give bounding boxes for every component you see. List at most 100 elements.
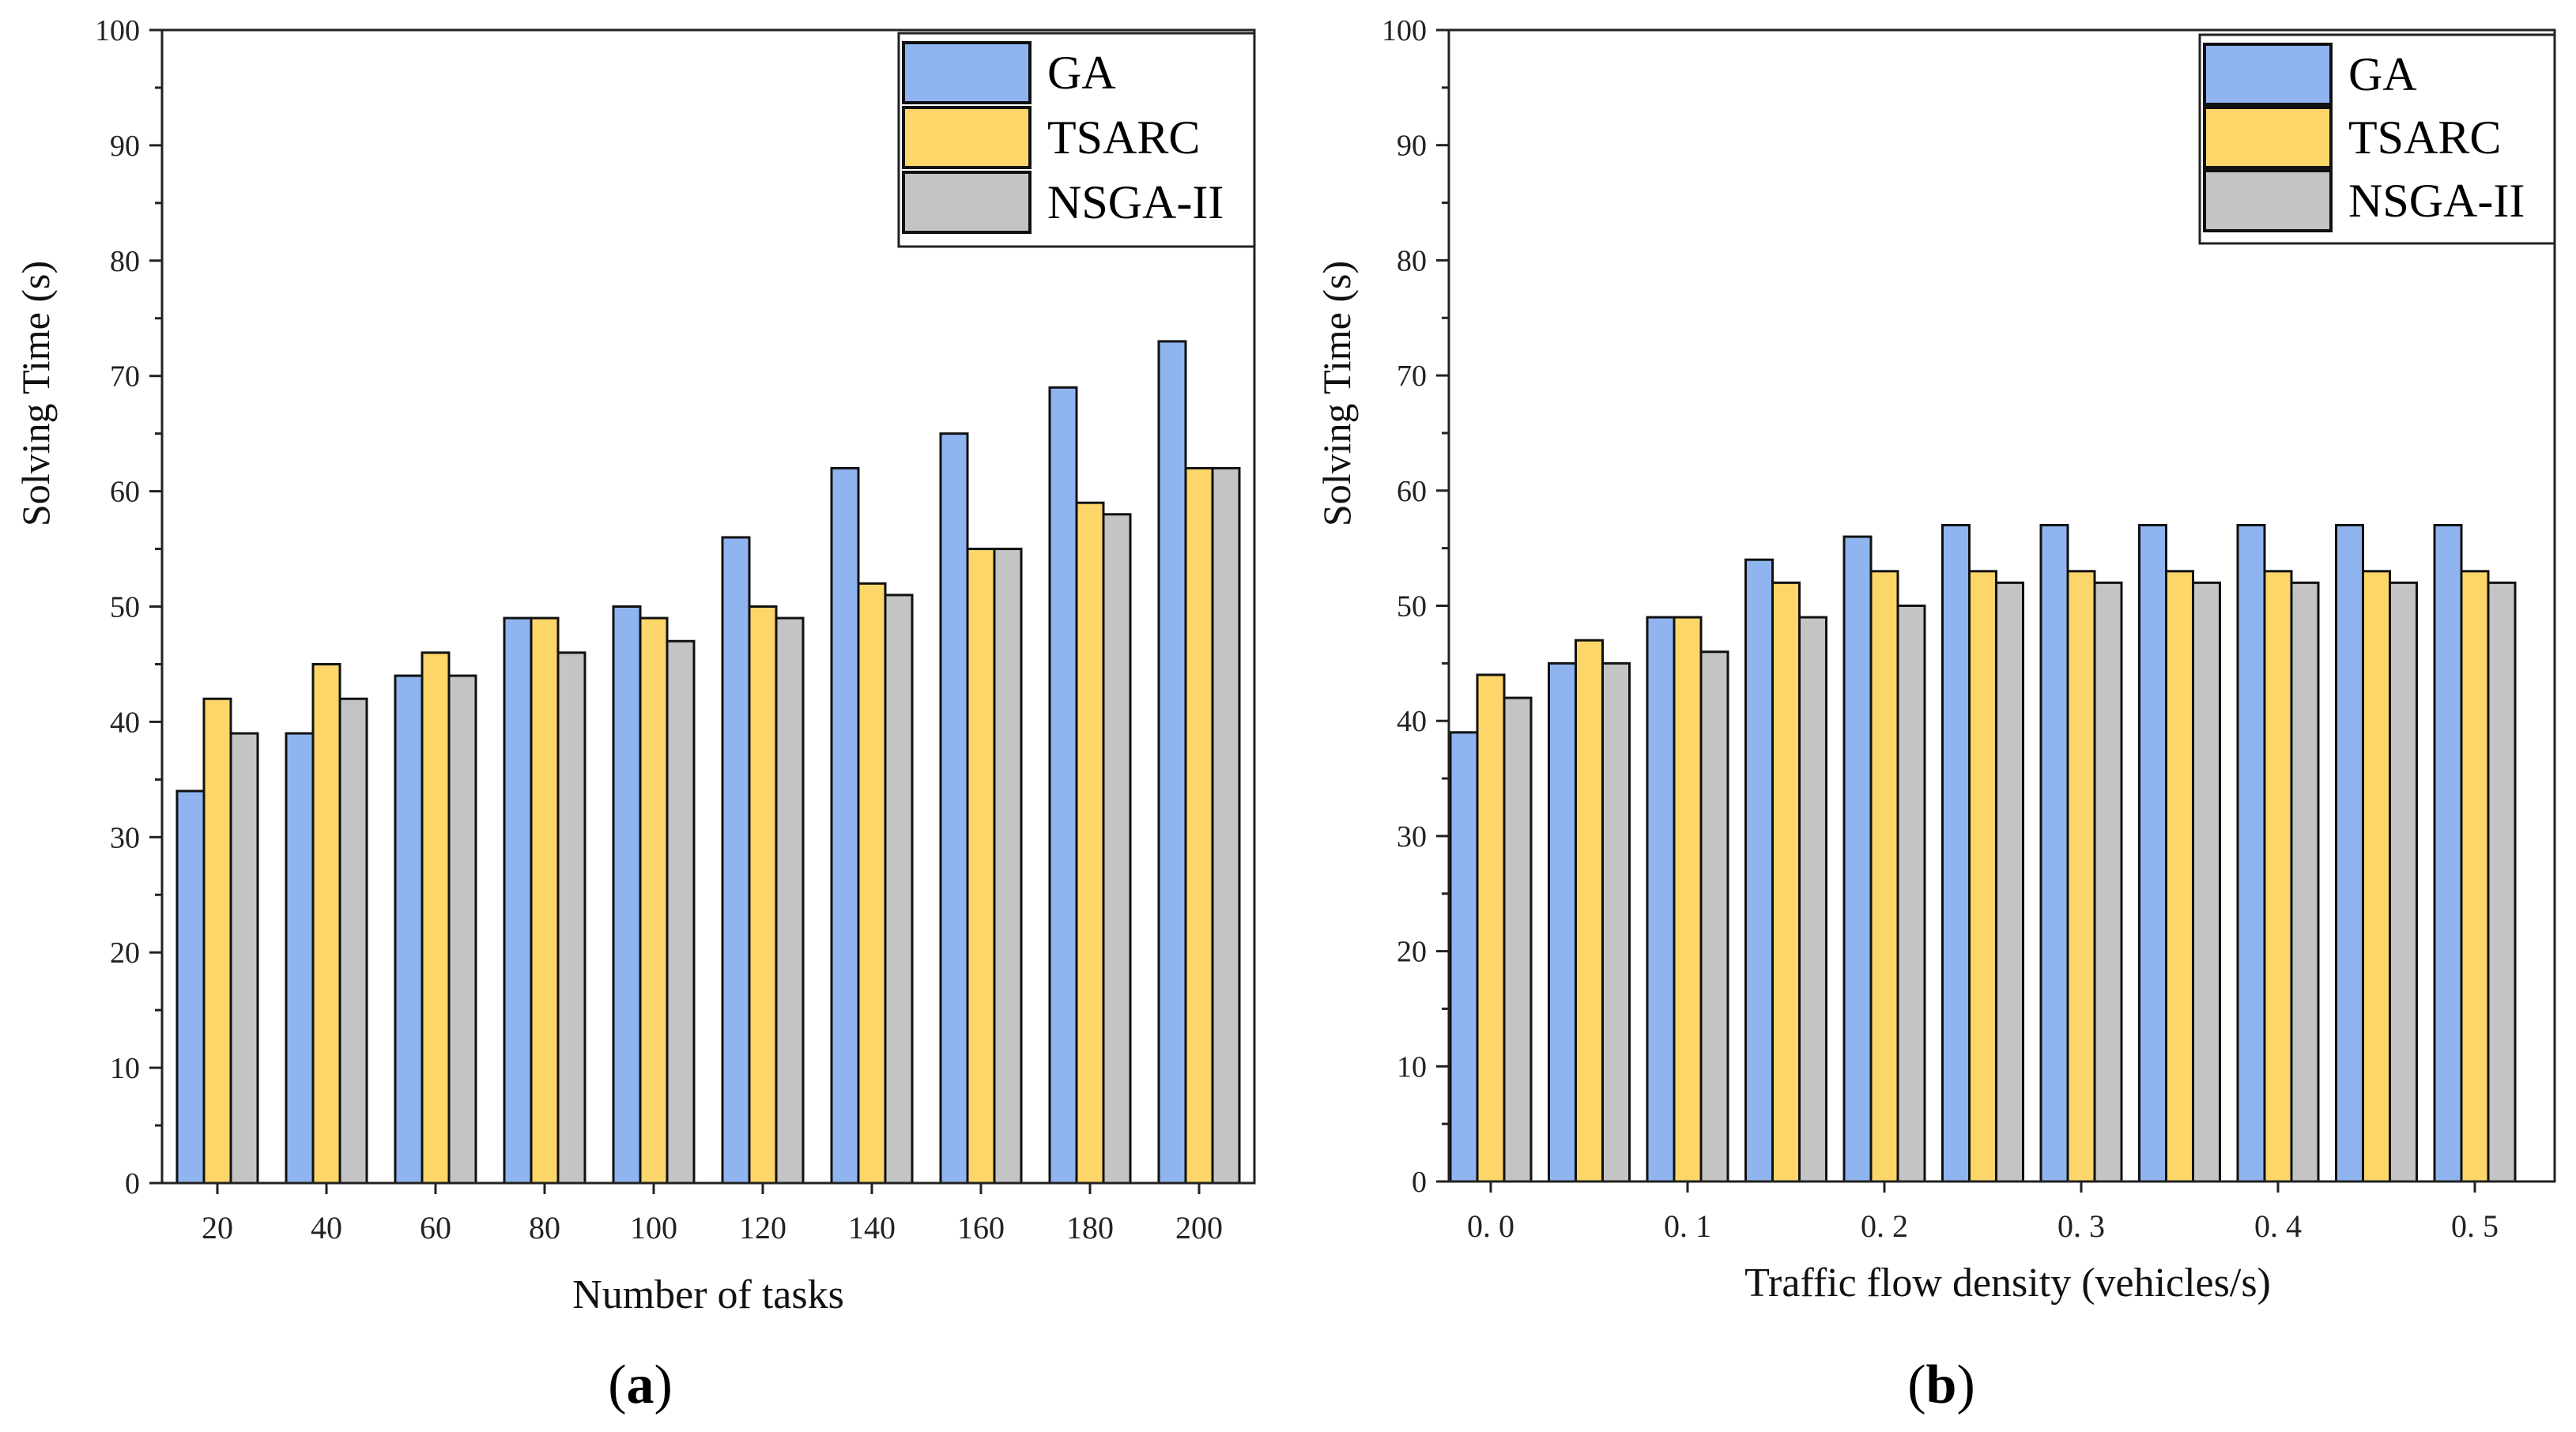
chart-b-x-tick-label-0: 0. 0	[1467, 1208, 1514, 1244]
chart-b-y-tick-label-8: 80	[1397, 244, 1427, 277]
chart-b-legend-swatch-ga	[2203, 43, 2333, 106]
chart-b-bar-nsga-ii-6	[2093, 581, 2123, 1183]
chart-b-bar-nsga-ii-4	[1896, 605, 1926, 1183]
chart-a-x-tick-label-9: 200	[1175, 1210, 1223, 1245]
chart-a-legend: GA TSARC NSGA-II	[897, 32, 1256, 248]
chart-a-y-tick-label-1: 10	[110, 1052, 140, 1085]
chart-b-bar-tsarc-8	[2263, 570, 2293, 1183]
chart-b-y-tick-label-0: 0	[1412, 1166, 1427, 1199]
chart-a-bar-nsga-ii-3	[556, 651, 586, 1185]
chart-b-bar-tsarc-4	[1869, 570, 1899, 1183]
chart-a-x-tick-label-2: 60	[420, 1210, 451, 1245]
chart-a-y-tick-label-6: 60	[110, 476, 140, 509]
chart-a-y-tick-label-8: 80	[110, 245, 140, 278]
chart-b-legend-swatch-tsarc	[2203, 106, 2333, 169]
chart-a-x-tick-label-4: 100	[630, 1210, 677, 1245]
chart-a-caption: (a)	[608, 1355, 673, 1415]
chart-a-bar-tsarc-2	[421, 651, 451, 1185]
chart-a-x-tick-label-5: 120	[739, 1210, 786, 1245]
chart-b-bar-nsga-ii-5	[1995, 581, 2024, 1183]
chart-b-legend-label-tsarc: TSARC	[2348, 111, 2501, 164]
chart-b-bar-tsarc-5	[1968, 570, 1997, 1183]
chart-b-y-tick-label-5: 50	[1397, 590, 1427, 624]
chart-b-x-tick-label-4: 0. 4	[2254, 1208, 2302, 1244]
chart-a-bar-ga-4	[612, 605, 642, 1185]
chart-a-bar-ga-8	[1048, 386, 1078, 1185]
chart-a-x-tick-label-1: 40	[311, 1210, 342, 1245]
chart-a-y-tick-label-5: 50	[110, 591, 140, 624]
chart-a-y-tick-label-2: 20	[110, 936, 140, 970]
chart-a-bar-tsarc-3	[530, 616, 560, 1185]
chart-a-bar-tsarc-9	[1184, 466, 1214, 1185]
chart-a-legend-label-ga: GA	[1047, 47, 1116, 99]
chart-b-legend-swatch-nsga-ii	[2203, 169, 2333, 232]
chart-b-bar-ga-2	[1646, 616, 1676, 1183]
chart-a-y-tick-label-0: 0	[125, 1167, 140, 1200]
chart-b-x-tick-label-1: 0. 1	[1664, 1208, 1711, 1244]
chart-a-bar-nsga-ii-0	[229, 732, 259, 1185]
chart-b-y-tick-label-2: 20	[1397, 936, 1427, 969]
chart-b-x-tick-label-3: 0. 3	[2057, 1208, 2105, 1244]
chart-b-legend-label-ga: GA	[2348, 48, 2417, 100]
chart-a-x-axis-title: Number of tasks	[572, 1272, 844, 1317]
chart-b-y-tick-label-3: 30	[1397, 820, 1427, 854]
chart-a-bar-tsarc-7	[966, 548, 996, 1185]
chart-b-bar-tsarc-1	[1575, 639, 1604, 1183]
chart-b-y-axis-title: Solving Time (s)	[1314, 261, 1359, 526]
chart-a-bar-tsarc-1	[311, 662, 341, 1185]
chart-a-legend-label-nsga-ii: NSGA-II	[1047, 176, 1224, 228]
chart-a-legend-swatch-tsarc	[902, 106, 1032, 169]
chart-b-bar-ga-10	[2433, 524, 2463, 1183]
chart-b-y-tick-label-7: 70	[1397, 360, 1427, 393]
chart-b-x-tick-label-2: 0. 2	[1861, 1208, 1908, 1244]
chart-b-caption: (b)	[1907, 1355, 1975, 1415]
chart-a-bar-tsarc-5	[748, 605, 778, 1185]
chart-a-x-tick-label-6: 140	[848, 1210, 896, 1245]
chart-b-x-axis-title: Traffic flow density (vehicles/s)	[1744, 1261, 2271, 1306]
chart-b-bar-nsga-ii-3	[1798, 616, 1827, 1183]
chart-b-bar-nsga-ii-9	[2389, 581, 2418, 1183]
chart-a: 0 10 20 30 40 50 60 70 80 90 100 20 40 60 80 100 120 140…	[13, 14, 1256, 1415]
chart-b-legend: GA TSARC NSGA-II	[2198, 33, 2556, 245]
chart-b-legend-label-nsga-ii: NSGA-II	[2348, 175, 2525, 227]
chart-b-y-tick-label-1: 10	[1397, 1050, 1427, 1083]
chart-a-bar-tsarc-4	[639, 616, 669, 1185]
chart-a-bar-tsarc-8	[1075, 501, 1105, 1185]
chart-b-bar-tsarc-9	[2362, 570, 2391, 1183]
chart-b-bar-nsga-ii-10	[2487, 581, 2517, 1183]
chart-a-bar-nsga-ii-9	[1211, 466, 1241, 1185]
chart-b-bar-tsarc-10	[2460, 570, 2490, 1183]
chart-b-bar-ga-7	[2138, 524, 2167, 1183]
chart-a-bar-ga-7	[939, 432, 969, 1185]
chart-a-legend-label-tsarc: TSARC	[1047, 111, 1200, 164]
chart-a-bar-ga-9	[1157, 340, 1187, 1185]
chart-a-y-tick-label-9: 90	[110, 130, 140, 163]
chart-b-bar-nsga-ii-1	[1601, 661, 1631, 1183]
chart-b-bar-ga-8	[2236, 524, 2266, 1183]
chart-a-bar-tsarc-0	[202, 697, 232, 1185]
chart-b-bar-nsga-ii-8	[2290, 581, 2320, 1183]
chart-a-y-tick-label-4: 40	[110, 706, 140, 739]
chart-a-bar-nsga-ii-7	[993, 548, 1023, 1185]
chart-b-y-tick-label-6: 60	[1397, 475, 1427, 508]
chart-a-bar-ga-3	[503, 616, 533, 1185]
chart-a-y-tick-label-3: 30	[110, 821, 140, 854]
chart-a-bar-nsga-ii-4	[666, 639, 696, 1185]
chart-b-y-tick-label-9: 90	[1397, 130, 1427, 163]
chart-a-bar-nsga-ii-6	[884, 594, 914, 1185]
chart-b-bar-ga-0	[1449, 731, 1479, 1183]
chart-b-bar-tsarc-2	[1673, 616, 1703, 1183]
chart-b-bar-nsga-ii-0	[1503, 696, 1533, 1183]
chart-b: 0 10 20 30 40 50 60 70 80 90 100 0. 0 0. 1 0. 2 0. 3 0…	[1314, 14, 2556, 1415]
chart-b-bar-tsarc-7	[2165, 570, 2194, 1183]
chart-b-bar-ga-1	[1548, 661, 1577, 1183]
chart-b-bar-ga-5	[1941, 524, 1971, 1183]
chart-a-x-tick-label-3: 80	[529, 1210, 560, 1245]
chart-b-bar-nsga-ii-2	[1699, 650, 1729, 1183]
chart-b-bar-ga-3	[1744, 558, 1774, 1183]
chart-b-y-tick-label-4: 40	[1397, 705, 1427, 738]
chart-a-x-tick-label-7: 160	[957, 1210, 1005, 1245]
chart-b-x-tick-label-5: 0. 5	[2451, 1208, 2499, 1244]
chart-a-bar-nsga-ii-2	[447, 674, 477, 1185]
chart-b-bar-tsarc-0	[1476, 673, 1506, 1183]
